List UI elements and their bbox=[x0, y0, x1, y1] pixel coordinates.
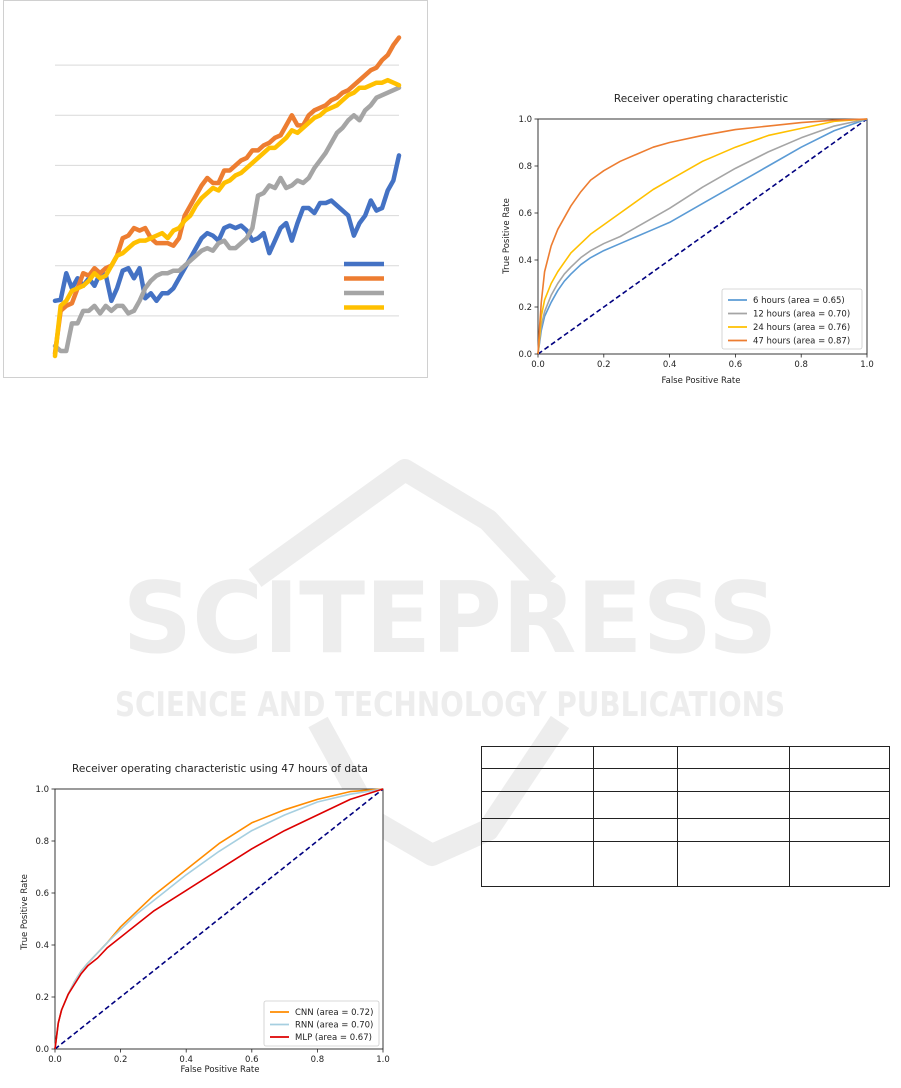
legend-box bbox=[721, 288, 863, 350]
table-cell bbox=[789, 841, 890, 887]
x-tick-label: 0.6 bbox=[245, 1055, 259, 1065]
table-cell bbox=[676, 791, 791, 819]
tick-labels: 0.00.0 0.2 0.2 0.4 0.4 0.6 0.6 0.8 0.8 1.0 1.0 bbox=[35, 785, 389, 1065]
legend-label: 47 hours (area = 0.87) bbox=[753, 337, 850, 347]
table-cell bbox=[789, 768, 890, 792]
roc-curve-4 bbox=[537, 118, 868, 355]
chart-title: Receiver operating characteristic bbox=[614, 93, 788, 105]
table-cell bbox=[676, 746, 791, 769]
table-cell bbox=[592, 841, 678, 887]
y-tick-label: 1.0 bbox=[518, 115, 532, 125]
line-chart-top-left bbox=[3, 0, 428, 378]
x-tick-label: 1.0 bbox=[376, 1055, 390, 1065]
table-cell bbox=[481, 818, 594, 842]
y-tick-label: 0.2 bbox=[35, 993, 49, 1003]
x-tick-label: 1.0 bbox=[860, 360, 874, 370]
series-lines bbox=[52, 35, 402, 359]
table-cell bbox=[481, 791, 594, 819]
y-tick-label: 0.6 bbox=[35, 889, 49, 899]
legend-label: 12 hours (area = 0.70) bbox=[753, 310, 850, 320]
table-cell bbox=[481, 841, 594, 887]
series-line-3 bbox=[52, 85, 402, 354]
table-cell bbox=[789, 746, 890, 769]
table-cell bbox=[592, 746, 678, 769]
series-line-4 bbox=[52, 77, 402, 359]
y-tick-label: 0.6 bbox=[518, 209, 532, 219]
table-row bbox=[481, 768, 890, 792]
x-tick-label: 0.2 bbox=[597, 360, 611, 370]
table-cell bbox=[789, 791, 890, 819]
roc-curve-1 bbox=[537, 118, 868, 355]
results-table bbox=[481, 746, 890, 887]
x-axis-label: False Positive Rate bbox=[662, 376, 741, 386]
table-cell bbox=[592, 818, 678, 842]
tick-labels: 0.00.0 0.2 0.2 0.4 0.4 0.6 0.6 0.8 0.8 1.0 1.0 bbox=[518, 115, 873, 370]
chance-diagonal bbox=[537, 118, 868, 355]
legend-label: 6 hours (area = 0.65) bbox=[753, 296, 845, 306]
roc-chart-47-hours: Receiver operating characteristic using … bbox=[20, 763, 390, 1075]
legend-label: MLP (area = 0.67) bbox=[295, 1033, 372, 1043]
y-tick-label: 0.8 bbox=[35, 837, 49, 847]
table-row bbox=[481, 818, 890, 842]
table-cell bbox=[789, 818, 890, 842]
table-cell bbox=[592, 768, 678, 792]
legend-label: CNN (area = 0.72) bbox=[295, 1008, 373, 1018]
x-tick-label: 0.0 bbox=[48, 1055, 62, 1065]
x-tick-label: 0.4 bbox=[179, 1055, 193, 1065]
y-tick-label: 0.8 bbox=[518, 162, 532, 172]
x-tick-label: 0.2 bbox=[114, 1055, 128, 1065]
x-axis-label: False Positive Rate bbox=[181, 1065, 260, 1075]
x-tick-label: 0.6 bbox=[729, 360, 743, 370]
roc-curve-3 bbox=[54, 788, 384, 1050]
table-cell bbox=[592, 791, 678, 819]
chance-diagonal bbox=[54, 788, 384, 1050]
y-tick-label: 0.4 bbox=[35, 941, 49, 951]
series-line-1 bbox=[52, 153, 402, 304]
roc-curve-3 bbox=[537, 118, 868, 355]
legend bbox=[344, 261, 384, 310]
roc-chart-hours: Receiver operating characteristic 0.00.0… bbox=[502, 93, 874, 386]
table-cell bbox=[481, 768, 594, 792]
watermark-main: SCITEPRESS bbox=[123, 562, 778, 676]
y-tick-label: 1.0 bbox=[35, 785, 49, 795]
legend-label: RNN (area = 0.70) bbox=[295, 1021, 373, 1031]
y-tick-label: 0.4 bbox=[518, 256, 532, 266]
table-row bbox=[481, 746, 890, 769]
table-cell bbox=[481, 746, 594, 769]
legend-label: 24 hours (area = 0.76) bbox=[753, 323, 850, 333]
legend-box bbox=[263, 1000, 380, 1047]
x-tick-label: 0.8 bbox=[794, 360, 808, 370]
table-cell bbox=[676, 768, 791, 792]
table-cell bbox=[676, 818, 791, 842]
y-axis-label: True Positive Rate bbox=[502, 198, 512, 275]
x-tick-label: 0.8 bbox=[311, 1055, 325, 1065]
table-cell bbox=[676, 841, 791, 887]
table-row bbox=[481, 791, 890, 819]
x-tick-label: 0.4 bbox=[663, 360, 677, 370]
table-row bbox=[481, 841, 890, 887]
y-tick-label: 0.0 bbox=[35, 1045, 49, 1055]
legend: 6 hours (area = 0.65) 12 hours (area = 0.… bbox=[721, 288, 863, 350]
legend: CNN (area = 0.72) RNN (area = 0.70) MLP (a… bbox=[263, 1000, 380, 1047]
roc-curve-2 bbox=[537, 118, 868, 355]
watermark-sub: SCIENCE AND TECHNOLOGY PUBLICATIONS bbox=[115, 685, 785, 725]
chart-title: Receiver operating characteristic using … bbox=[72, 763, 368, 775]
y-axis-label: True Positive Rate bbox=[20, 874, 30, 951]
y-tick-label: 0.2 bbox=[518, 303, 532, 313]
x-tick-label: 0.0 bbox=[531, 360, 545, 370]
y-tick-label: 0.0 bbox=[518, 350, 532, 360]
